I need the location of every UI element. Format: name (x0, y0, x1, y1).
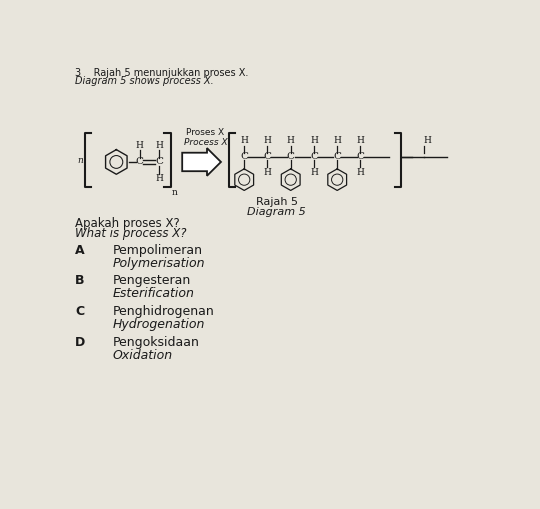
Text: H: H (356, 168, 365, 177)
Text: H: H (333, 136, 341, 145)
Text: C: C (155, 157, 163, 166)
Text: What is process X?: What is process X? (75, 227, 187, 240)
Text: C: C (333, 152, 341, 161)
Text: H: H (155, 175, 163, 183)
Text: H: H (136, 140, 144, 150)
Text: C: C (240, 152, 248, 161)
Text: Pempolimeran: Pempolimeran (112, 244, 202, 257)
Text: H: H (155, 140, 163, 150)
Text: Diagram 5: Diagram 5 (247, 207, 306, 217)
Text: n: n (77, 156, 83, 165)
Polygon shape (182, 148, 221, 176)
Text: C: C (356, 152, 365, 161)
Text: Esterification: Esterification (112, 288, 194, 300)
Text: B: B (75, 274, 85, 288)
Text: Penghidrogenan: Penghidrogenan (112, 305, 214, 318)
Text: C: C (287, 152, 295, 161)
Text: H: H (310, 136, 318, 145)
Text: H: H (264, 136, 272, 145)
Text: 3    Rajah 5 menunjukkan proses X.: 3 Rajah 5 menunjukkan proses X. (75, 68, 248, 78)
Text: n: n (172, 188, 178, 197)
Text: A: A (75, 244, 85, 257)
Text: Process X: Process X (184, 137, 227, 147)
Text: Hydrogenation: Hydrogenation (112, 318, 205, 331)
Text: C: C (264, 152, 272, 161)
Text: H: H (287, 136, 295, 145)
Text: Diagram 5 shows process X.: Diagram 5 shows process X. (75, 76, 214, 87)
Text: Proses X: Proses X (186, 128, 225, 137)
Text: Pengoksidaan: Pengoksidaan (112, 336, 199, 349)
Text: Rajah 5: Rajah 5 (256, 197, 298, 207)
Text: C: C (310, 152, 318, 161)
Text: C: C (75, 305, 84, 318)
Text: Oxidation: Oxidation (112, 349, 173, 362)
Text: H: H (356, 136, 365, 145)
Text: H: H (310, 168, 318, 177)
Text: Polymerisation: Polymerisation (112, 257, 205, 270)
Text: D: D (75, 336, 85, 349)
Text: C: C (136, 157, 144, 166)
Text: Pengesteran: Pengesteran (112, 274, 191, 288)
Text: H: H (424, 136, 432, 145)
Text: H: H (240, 136, 248, 145)
Text: Apakah proses X?: Apakah proses X? (75, 217, 180, 231)
Text: H: H (264, 168, 272, 177)
